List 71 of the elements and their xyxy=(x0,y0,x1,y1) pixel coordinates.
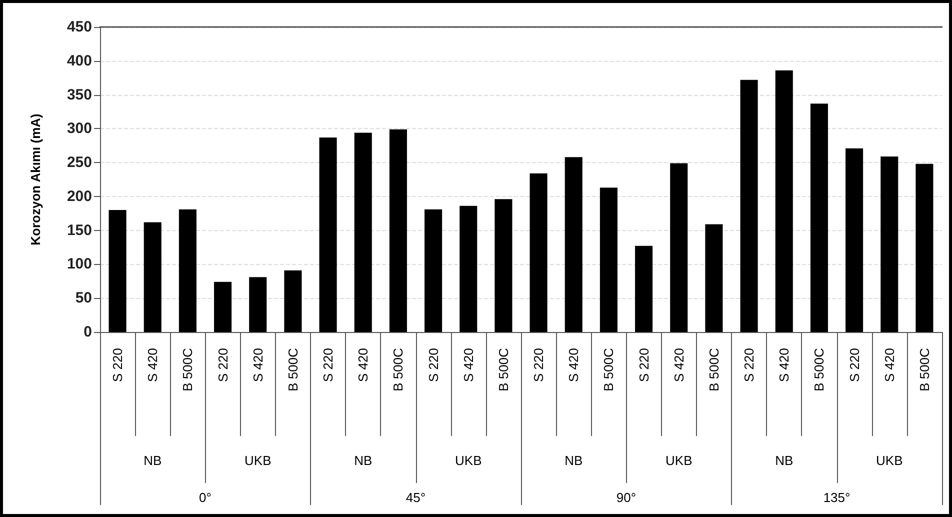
bar xyxy=(635,246,653,332)
y-tick-label: 300 xyxy=(66,120,92,138)
bar xyxy=(389,129,407,332)
bar xyxy=(249,277,267,332)
bar xyxy=(108,210,126,332)
x-tick-label: S 220 xyxy=(110,348,126,382)
bar xyxy=(810,104,828,332)
x-tick-label: S 420 xyxy=(356,348,371,382)
bar xyxy=(705,224,723,332)
bar xyxy=(564,157,582,332)
bar xyxy=(600,188,618,332)
y-tick-label: 100 xyxy=(66,256,92,273)
y-tick-label: 400 xyxy=(66,52,92,70)
bar xyxy=(214,282,232,332)
bar xyxy=(178,209,196,332)
x-tick-label: S 220 xyxy=(742,348,757,382)
text: 0° xyxy=(199,490,212,505)
y-tick-label: 50 xyxy=(75,290,92,307)
x-tick-label: S 420 xyxy=(776,348,792,382)
y-tick-label: 200 xyxy=(66,188,92,205)
bar xyxy=(460,206,478,332)
bar xyxy=(880,156,898,332)
bar xyxy=(354,132,372,332)
x-tick-label: B 500C xyxy=(916,348,932,392)
x-tick-label: S 220 xyxy=(636,348,652,382)
x-tick-label: S 420 xyxy=(145,348,160,382)
y-tick-label: 0 xyxy=(84,324,92,340)
text: UKB xyxy=(455,453,482,468)
x-tick-label: B 500C xyxy=(180,348,196,392)
x-tick-label: B 500C xyxy=(496,348,511,392)
text: 45° xyxy=(406,490,426,505)
y-tick-label: 150 xyxy=(66,222,92,239)
text: UKB xyxy=(666,453,692,468)
x-tick-label: S 220 xyxy=(846,348,862,382)
x-tick-label: S 420 xyxy=(460,348,476,382)
y-tick-label: 450 xyxy=(66,18,92,36)
text: NB xyxy=(354,453,372,468)
x-tick-label: S 220 xyxy=(426,348,441,382)
text: 135° xyxy=(823,490,850,505)
x-tick-label: B 500C xyxy=(390,348,406,392)
x-tick-label: S 220 xyxy=(320,348,336,382)
x-tick-label: B 500C xyxy=(285,348,300,392)
bar xyxy=(916,164,934,332)
x-tick-label: S 420 xyxy=(250,348,266,382)
x-tick-label: S 220 xyxy=(531,348,546,382)
x-tick-label: S 420 xyxy=(671,348,686,382)
bar xyxy=(424,209,442,332)
bar xyxy=(494,199,512,332)
bar xyxy=(319,137,337,332)
y-tick-label: 250 xyxy=(66,154,92,172)
y-tick-label: 350 xyxy=(66,86,92,104)
text: 90° xyxy=(616,490,636,505)
text: UKB xyxy=(244,453,272,468)
x-tick-label: S 220 xyxy=(215,348,230,382)
bar xyxy=(530,173,548,332)
x-tick-label: S 420 xyxy=(566,348,582,382)
bar xyxy=(144,222,162,332)
bar xyxy=(775,70,793,332)
text: UKB xyxy=(876,453,903,468)
bar xyxy=(846,148,864,332)
text: NB xyxy=(564,453,583,468)
x-tick-label: B 500C xyxy=(812,348,827,392)
bar xyxy=(740,80,758,332)
x-tick-label: S 420 xyxy=(882,348,897,382)
bar xyxy=(284,270,302,332)
text: NB xyxy=(144,453,162,468)
text: NB xyxy=(775,453,794,468)
x-tick-label: B 500C xyxy=(706,348,722,392)
x-tick-label: B 500C xyxy=(601,348,616,392)
bar xyxy=(670,163,688,332)
y-axis-title: Korozyon Akımı (mA) xyxy=(28,114,43,246)
